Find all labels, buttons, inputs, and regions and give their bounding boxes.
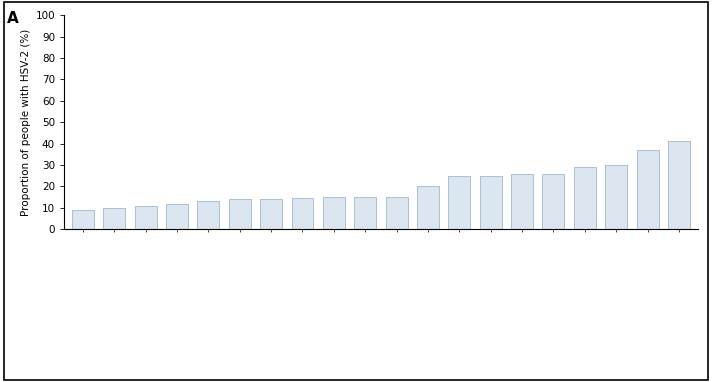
Bar (417, 186, 439, 229)
Bar (574, 167, 596, 229)
Bar (72, 210, 94, 229)
Bar (449, 176, 471, 229)
Bar (197, 201, 219, 229)
Y-axis label: Proportion of people with HSV-2 (%): Proportion of people with HSV-2 (%) (21, 29, 31, 216)
Bar (511, 173, 533, 229)
Bar (605, 165, 627, 229)
Bar (260, 199, 282, 229)
Bar (166, 204, 188, 229)
Bar (637, 150, 659, 229)
Bar (229, 199, 251, 229)
Bar (103, 208, 125, 229)
Text: A: A (7, 11, 19, 26)
Bar (480, 176, 502, 229)
Bar (291, 198, 313, 229)
Bar (668, 141, 690, 229)
Bar (135, 206, 157, 229)
Bar (386, 197, 407, 229)
Bar (355, 197, 376, 229)
Bar (543, 173, 565, 229)
Bar (323, 197, 345, 229)
